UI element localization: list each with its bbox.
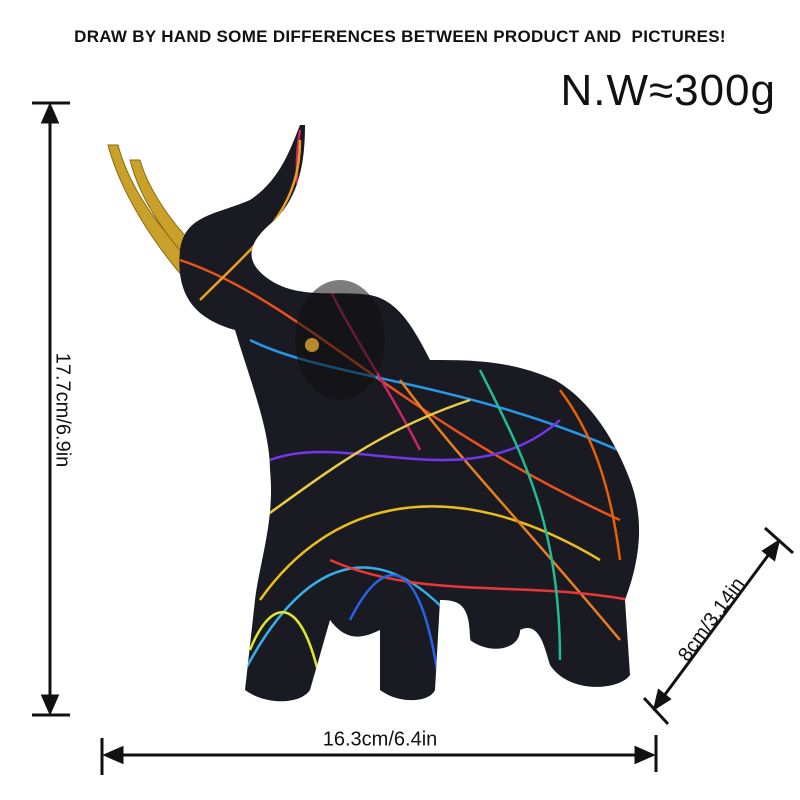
height-label: 17.7cm/6.9in — [51, 352, 74, 468]
notice-text: DRAW BY HAND SOME DIFFERENCES BETWEEN PR… — [74, 27, 726, 46]
dimension-lines — [32, 101, 794, 775]
ear — [295, 280, 385, 400]
net-weight: N.W≈300g — [560, 66, 776, 115]
width-label: 16.3cm/6.4in — [322, 728, 438, 751]
elephant — [179, 125, 640, 702]
eye — [305, 338, 319, 352]
